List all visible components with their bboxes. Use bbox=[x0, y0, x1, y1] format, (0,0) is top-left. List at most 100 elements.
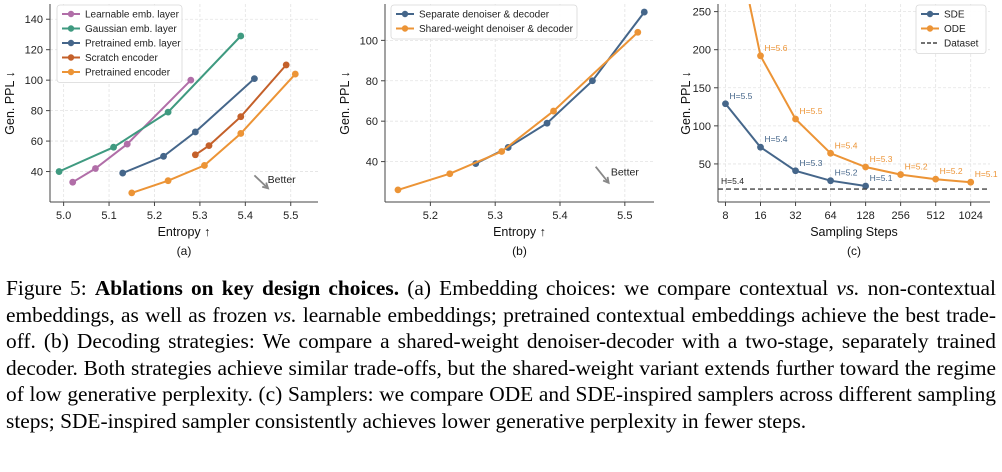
point-label: H=5.3 bbox=[800, 158, 823, 168]
legend-label: ODE bbox=[944, 24, 966, 35]
y-tick-label: 140 bbox=[25, 14, 43, 26]
dataset-label: H=5.4 bbox=[721, 176, 744, 186]
legend-marker bbox=[67, 25, 75, 32]
x-tick-label: 5.4 bbox=[552, 210, 567, 222]
x-tick-label: 32 bbox=[789, 210, 801, 222]
y-tick-label: 250 bbox=[693, 7, 711, 19]
data-point bbox=[827, 177, 834, 185]
series-line bbox=[397, 31, 639, 191]
legend-label: Gaussian emb. layer bbox=[85, 24, 177, 35]
y-tick-label: 200 bbox=[693, 45, 711, 57]
y-tick-label: 100 bbox=[693, 121, 711, 133]
x-tick-label: 256 bbox=[891, 210, 909, 222]
panel-b: 5.2 5.3 5.4 5.5 40 60 80 100 Entropy ↑ Gen. PPL ↓… bbox=[338, 4, 654, 258]
x-tick-label: 1024 bbox=[958, 210, 982, 222]
data-point bbox=[237, 32, 245, 40]
data-point bbox=[119, 169, 127, 177]
x-tick-label: 5.1 bbox=[101, 210, 116, 222]
legend-marker bbox=[67, 10, 75, 18]
legend-label: Pretrained emb. layer bbox=[85, 39, 181, 50]
data-point bbox=[589, 77, 596, 85]
series-line bbox=[58, 35, 242, 173]
x-axis-label: Entropy ↑ bbox=[493, 225, 546, 239]
legend-marker bbox=[401, 10, 409, 18]
panel-sublabel: (a) bbox=[177, 244, 192, 258]
panel-sublabel: (c) bbox=[847, 244, 861, 258]
data-point bbox=[446, 170, 454, 178]
series-line bbox=[72, 79, 192, 184]
better-arrow-head bbox=[602, 176, 610, 185]
legend-label: Shared-weight denoiser & decoder bbox=[419, 24, 574, 35]
data-point bbox=[251, 75, 258, 83]
data-point bbox=[967, 178, 975, 186]
y-tick-label: 150 bbox=[693, 83, 711, 95]
y-tick-label: 40 bbox=[366, 157, 378, 169]
x-tick-label: 5.3 bbox=[192, 210, 207, 222]
y-axis-label: Gen. PPL ↓ bbox=[338, 71, 352, 134]
point-label: H=5.4 bbox=[765, 134, 788, 144]
x-tick-label: 5.2 bbox=[147, 210, 162, 222]
legend-label: Dataset bbox=[944, 39, 979, 50]
y-tick-label: 50 bbox=[699, 159, 711, 171]
y-tick-label: 40 bbox=[31, 167, 43, 179]
better-label: Better bbox=[268, 174, 297, 186]
y-tick-label: 60 bbox=[31, 136, 43, 148]
data-point bbox=[191, 151, 199, 159]
legend: Learnable emb. layer Gaussian emb. layer P… bbox=[56, 4, 183, 83]
legend-marker bbox=[926, 10, 934, 18]
panel-sublabel: (b) bbox=[512, 244, 527, 258]
point-label: H=5.5 bbox=[729, 91, 752, 101]
data-point bbox=[164, 108, 172, 116]
series-line bbox=[748, 4, 971, 184]
data-point bbox=[164, 177, 172, 185]
legend-marker bbox=[67, 39, 75, 47]
series-line bbox=[122, 77, 256, 175]
point-label: H=5.1 bbox=[870, 173, 893, 183]
data-point bbox=[394, 186, 402, 194]
data-point bbox=[827, 149, 834, 157]
x-tick-label: 5.5 bbox=[617, 210, 632, 222]
caption-vs-2: vs. bbox=[273, 302, 297, 327]
legend-label: Scratch encoder bbox=[85, 53, 158, 64]
data-point bbox=[792, 115, 799, 123]
y-tick-label: 100 bbox=[25, 75, 43, 87]
chart-a: 5.0 5.1 5.2 5.3 5.4 5.5 40 60 80 100 120 140 Entropy… bbox=[3, 4, 998, 258]
data-point bbox=[191, 128, 199, 136]
point-label: H=5.3 bbox=[870, 154, 893, 164]
caption-text-a3: learnable embeddings; pretrained context… bbox=[6, 302, 996, 433]
x-tick-label: 5.5 bbox=[283, 210, 298, 222]
data-point bbox=[55, 168, 63, 175]
point-label: H=5.2 bbox=[940, 166, 963, 176]
data-point bbox=[201, 162, 208, 169]
caption-text-a1: (a) Embedding choices: we compare contex… bbox=[399, 276, 837, 300]
point-label: H=5.6 bbox=[765, 43, 788, 53]
y-tick-label: 120 bbox=[25, 45, 43, 57]
data-point bbox=[543, 119, 551, 127]
data-point bbox=[160, 152, 167, 160]
data-point bbox=[862, 182, 870, 190]
x-tick-label: 5.2 bbox=[423, 210, 438, 222]
panel-a: 5.0 5.1 5.2 5.3 5.4 5.5 40 60 80 100 120 140 Entropy… bbox=[3, 4, 318, 258]
y-tick-label: 80 bbox=[31, 106, 43, 118]
data-point bbox=[792, 167, 799, 175]
caption-bold-title: Ablations on key design choices. bbox=[94, 276, 400, 300]
series-line bbox=[194, 64, 287, 156]
data-point bbox=[123, 140, 131, 148]
x-axis-label: Sampling Steps bbox=[810, 225, 898, 239]
figure-caption: Figure 5: Ablations on key design choice… bbox=[6, 275, 996, 434]
point-label: H=5.5 bbox=[800, 106, 823, 116]
legend-marker bbox=[401, 25, 409, 32]
data-point bbox=[237, 130, 245, 137]
data-point bbox=[128, 189, 136, 197]
legend-marker bbox=[67, 68, 75, 76]
data-point bbox=[757, 52, 764, 60]
panel-c: 8 16 32 64 128 256 512 1024 50 100 150 200 250 Sampli… bbox=[679, 4, 998, 258]
x-axis-label: Entropy ↑ bbox=[158, 225, 211, 239]
better-arrow-head bbox=[262, 182, 270, 190]
data-point bbox=[282, 61, 290, 69]
better-arrow bbox=[594, 166, 610, 184]
data-point bbox=[92, 165, 99, 172]
x-tick-label: 512 bbox=[926, 210, 944, 222]
caption-text-a2: non-contextual embeddings, as well as fr… bbox=[6, 276, 996, 327]
x-tick-label: 128 bbox=[856, 210, 874, 222]
